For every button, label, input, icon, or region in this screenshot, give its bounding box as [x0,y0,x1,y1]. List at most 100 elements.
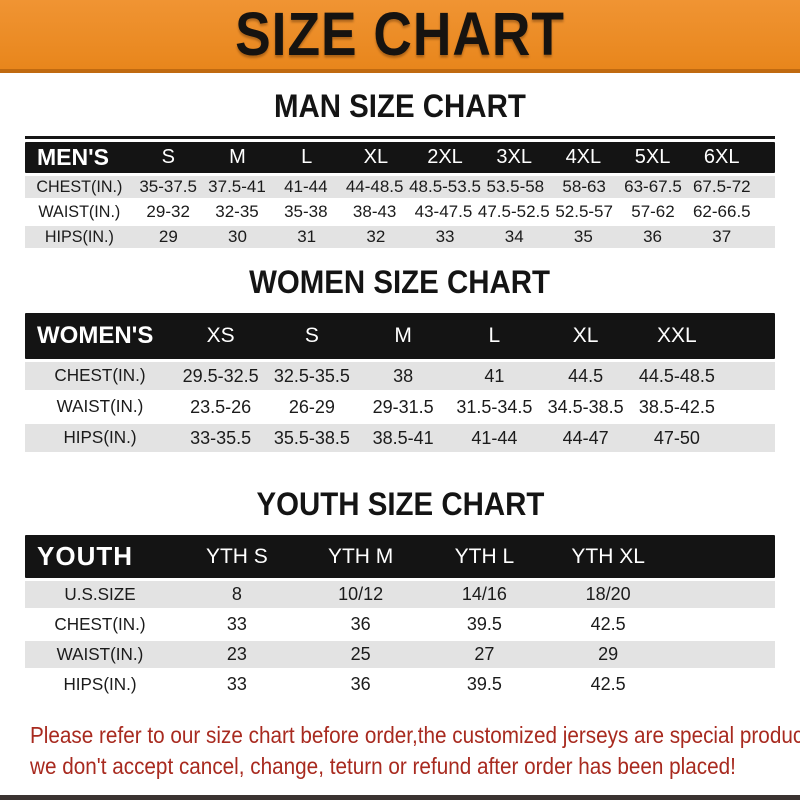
row-label: HIPS(IN.) [63,428,137,447]
row-label: HIPS(IN.) [63,674,137,694]
size-value-cell: 39.5 [466,674,502,694]
size-value-cell: 41-44 [471,427,518,448]
size-value-cell: 30 [228,227,247,246]
size-value-cell: 39.5 [466,614,502,634]
man-table-header-row: MEN'S S M L XL 2XL 3XL 4XL 5XL 6XL [25,142,775,173]
size-column-header: L [301,146,313,168]
row-label: CHEST(IN.) [54,614,146,634]
row-label: WAIST(IN.) [56,397,144,416]
size-value-cell: 25 [350,644,371,664]
size-value-cell: 42.5 [590,614,626,634]
man-size-table: MEN'S S M L XL 2XL 3XL 4XL 5XL 6XL CHEST(IN.) 35-37… [25,136,775,248]
size-column-header: YTH XL [571,544,645,568]
size-value-cell: 29-32 [146,202,190,221]
women-table-row: CHEST(IN.) 29.5-32.5 32.5-35.5 38 41 44.5 44.5… [25,362,775,390]
size-column-header: 6XL [703,146,740,168]
size-value-cell: 38.5-42.5 [638,396,715,417]
size-value-cell: 29-31.5 [372,396,434,417]
size-column-header: S [161,146,175,168]
man-table-row: WAIST(IN.) 29-32 32-35 35-38 38-43 43-47.5 47.… [25,201,775,223]
size-value-cell: 31 [297,227,317,246]
size-value-cell: 34 [504,227,524,246]
size-column-header: YTH L [454,544,515,568]
size-value-cell: 32.5-35.5 [273,365,350,386]
size-value-cell: 53.5-58 [486,177,545,196]
size-value-cell: 42.5 [590,674,626,694]
size-value-cell: 35-37.5 [139,177,197,196]
size-value-cell: 29 [598,644,619,664]
size-value-cell: 23.5-26 [190,396,252,417]
size-value-cell: 33 [226,614,247,634]
size-value-cell: 34.5-38.5 [547,396,624,417]
man-table-row: HIPS(IN.) 29 30 31 32 33 34 35 36 37 [25,226,775,248]
size-value-cell: 27 [474,644,495,664]
size-value-cell: 58-63 [562,177,606,196]
size-value-cell: 37 [712,227,732,246]
youth-section-heading: YOUTH SIZE CHART [256,486,544,522]
size-value-cell: 38.5-41 [372,427,434,448]
size-value-cell: 36 [350,614,371,634]
size-value-cell: 38 [393,365,414,386]
size-column-header: YTH S [205,544,268,568]
women-table-title: WOMEN'S [37,322,154,349]
size-value-cell: 29 [158,227,178,246]
size-value-cell: 32 [366,227,386,246]
size-value-cell: 47.5-52.5 [477,202,550,221]
row-label: U.S.SIZE [64,584,136,604]
table-top-rule [25,136,775,139]
size-column-header: 5XL [634,146,671,168]
row-label: WAIST(IN.) [38,202,121,221]
size-column-header: XL [363,146,389,168]
footer-note: Please refer to our size chart before or… [30,720,800,782]
size-value-cell: 37.5-41 [208,177,266,196]
size-column-header: L [488,324,501,347]
size-column-header: M [394,324,412,347]
women-table-row: WAIST(IN.) 23.5-26 26-29 29-31.5 31.5-34.5 34… [25,393,775,421]
size-value-cell: 47-50 [653,427,700,448]
bottom-edge-strip [0,795,800,800]
footer-line-2: we don't accept cancel, change, teturn o… [30,753,736,779]
size-chart-banner: SIZE CHART [0,0,800,73]
size-value-cell: 52.5-57 [555,202,613,221]
row-label: WAIST(IN.) [56,644,144,664]
man-section-heading: MAN SIZE CHART [274,88,526,124]
size-column-header: M [229,146,246,168]
size-value-cell: 33 [226,674,247,694]
size-value-cell: 33 [435,227,455,246]
size-value-cell: 35-38 [284,202,328,221]
size-value-cell: 35.5-38.5 [273,427,350,448]
size-value-cell: 14/16 [461,584,507,604]
size-value-cell: 18/20 [585,584,631,604]
size-column-header: 4XL [565,146,602,168]
size-value-cell: 44-47 [562,427,609,448]
row-label: CHEST(IN.) [36,177,123,196]
women-table-header-row: WOMEN'S XS S M L XL XXL [25,313,775,359]
size-value-cell: 57-62 [631,202,675,221]
youth-table-header-row: YOUTH YTH S YTH M YTH L YTH XL [25,535,775,578]
size-value-cell: 63-67.5 [624,177,682,196]
size-column-header: XL [572,324,599,347]
youth-table-row: CHEST(IN.) 33 36 39.5 42.5 [25,611,775,638]
size-column-header: XS [206,324,235,347]
women-table-row: HIPS(IN.) 33-35.5 35.5-38.5 38.5-41 41-44 44-… [25,424,775,452]
size-column-header: 3XL [496,146,532,168]
size-value-cell: 41 [484,365,505,386]
youth-table-title: YOUTH [37,541,133,571]
youth-table-row: WAIST(IN.) 23 25 27 29 [25,641,775,668]
row-label: HIPS(IN.) [44,227,114,246]
size-value-cell: 44-48.5 [345,177,404,196]
size-value-cell: 36 [350,674,371,694]
youth-size-table: YOUTH YTH S YTH M YTH L YTH XL U.S.SIZE 8 10/12… [25,535,775,698]
women-size-table: WOMEN'S XS S M L XL XXL CHEST(IN.) 29.5-32.5 32.5… [25,313,775,452]
size-value-cell: 32-35 [215,202,259,221]
youth-table-row: HIPS(IN.) 33 36 39.5 42.5 [25,671,775,698]
size-value-cell: 23 [226,644,247,664]
size-value-cell: 44.5 [568,365,604,386]
row-label: CHEST(IN.) [54,366,146,385]
size-value-cell: 31.5-34.5 [456,396,533,417]
size-value-cell: 38-43 [352,202,397,221]
size-value-cell: 26-29 [288,396,335,417]
size-column-header: YTH M [327,544,394,568]
footer-line-1: Please refer to our size chart before or… [30,722,800,748]
size-value-cell: 36 [643,227,662,246]
